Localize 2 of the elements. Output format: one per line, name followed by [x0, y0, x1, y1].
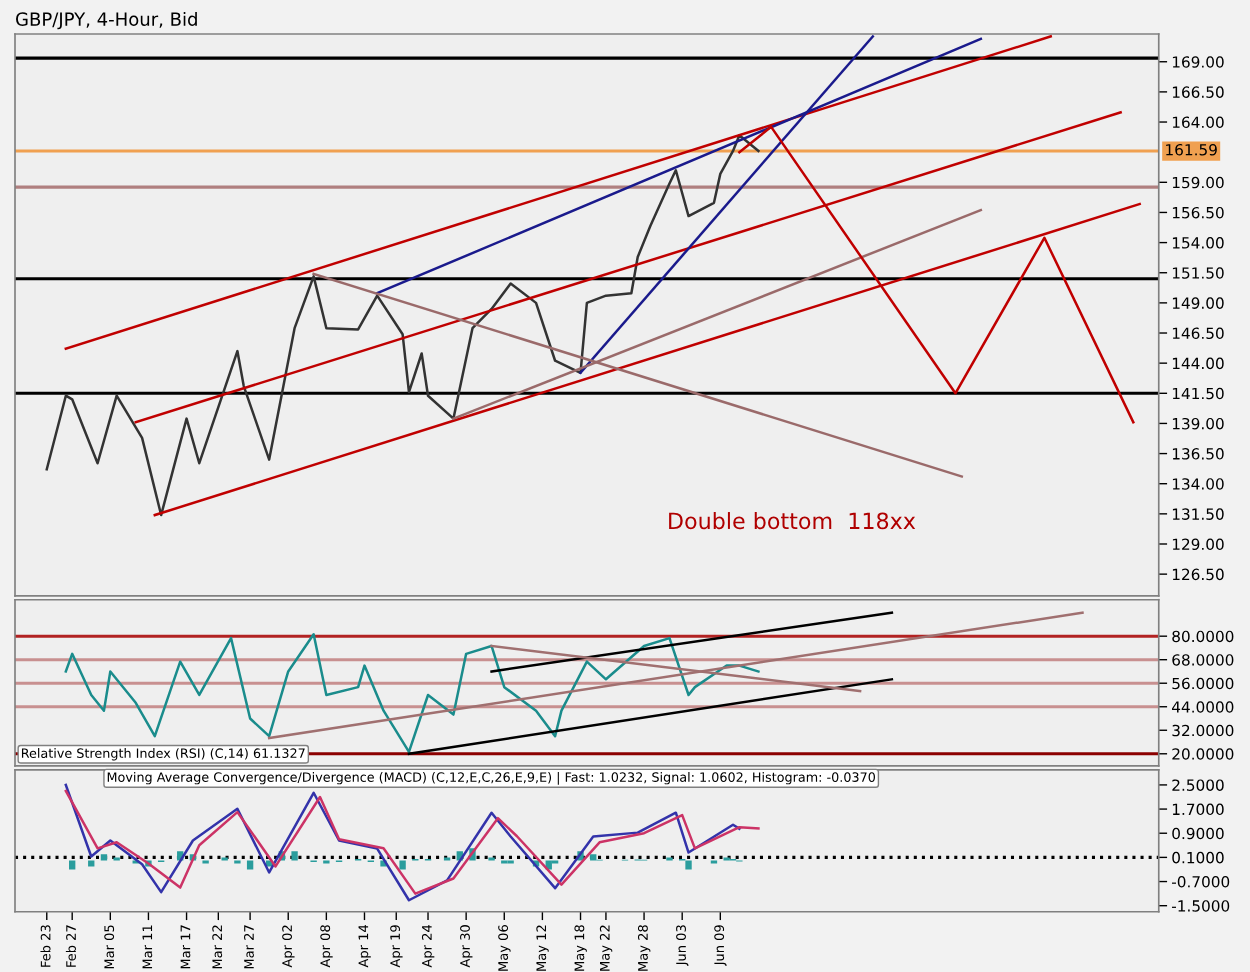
chart-title: GBP/JPY, 4-Hour, Bid — [16, 11, 197, 30]
annotation: Double bottom 118xx — [669, 512, 916, 530]
